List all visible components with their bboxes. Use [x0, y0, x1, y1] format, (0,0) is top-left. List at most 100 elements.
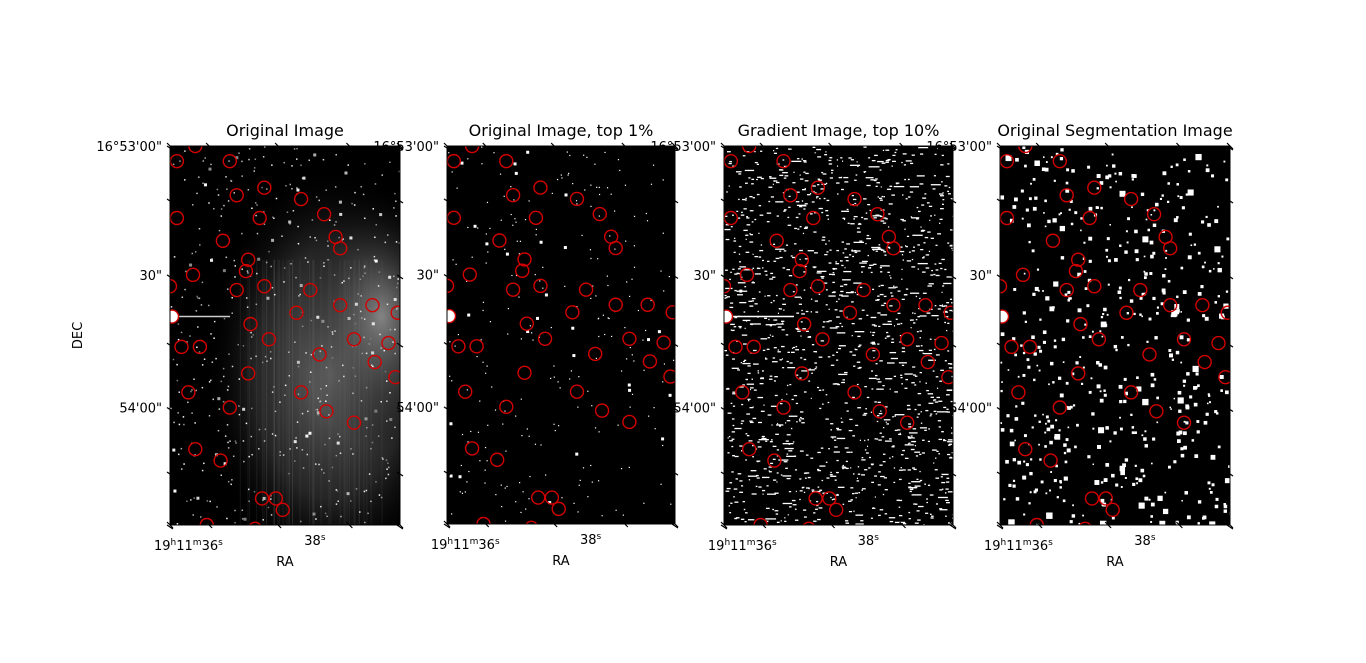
source-marker — [333, 241, 348, 256]
source-marker — [746, 339, 761, 355]
source-marker — [767, 453, 782, 468]
source-marker — [1133, 282, 1148, 298]
source-marker — [872, 404, 887, 419]
source-marker — [1142, 347, 1157, 362]
source-marker — [492, 233, 507, 248]
source-marker — [1087, 279, 1102, 294]
source-marker — [1162, 241, 1178, 256]
source-marker — [808, 491, 823, 506]
source-marker — [847, 385, 862, 400]
source-marker — [769, 233, 784, 248]
source-marker — [622, 331, 637, 346]
source-marker — [185, 267, 201, 283]
source-marker — [533, 278, 548, 294]
source-marker — [810, 180, 826, 195]
source-marker — [229, 188, 244, 203]
y-tick-label: 16°53'00" — [926, 140, 992, 155]
source-marker — [665, 305, 675, 320]
source-marker — [1218, 369, 1230, 385]
panel-frame — [446, 145, 676, 525]
source-marker — [792, 263, 807, 279]
source-marker — [783, 188, 798, 203]
panel-title: Original Image — [226, 121, 344, 140]
source-marker — [489, 452, 505, 467]
source-marker — [608, 297, 623, 312]
source-marker — [1073, 316, 1088, 332]
source-marker — [390, 305, 400, 320]
source-marker — [1078, 521, 1092, 525]
source-marker — [213, 453, 228, 468]
source-marker — [533, 180, 548, 195]
source-marker — [222, 153, 238, 169]
source-marker — [608, 240, 623, 256]
source-marker — [499, 153, 514, 169]
x-axis-label: RA — [552, 554, 570, 569]
y-tick-label: 16°53'00" — [96, 140, 162, 155]
image-background — [1000, 146, 1230, 525]
source-marker — [268, 491, 283, 506]
source-marker — [188, 146, 203, 154]
source-marker — [537, 331, 553, 346]
source-marker — [257, 279, 272, 294]
panel-1: Original Image 16°53'00" 30" 54'00" 19h11m36… — [71, 121, 404, 570]
source-marker — [1176, 332, 1192, 347]
source-marker — [886, 241, 901, 256]
source-marker — [640, 297, 655, 312]
y-tick-label: 54'00" — [673, 402, 716, 417]
source-marker — [1220, 305, 1230, 320]
x-tick-label: 38s — [858, 533, 880, 549]
image-background — [447, 146, 675, 524]
x-axis-label: RA — [1106, 555, 1124, 570]
source-marker — [316, 207, 332, 222]
source-marker — [569, 191, 585, 207]
source-marker — [544, 490, 560, 505]
source-marker — [810, 279, 826, 294]
x-axis-label: RA — [830, 555, 848, 570]
source-marker — [1162, 297, 1178, 313]
source-marker — [319, 404, 334, 419]
y-tick-label: 30" — [416, 269, 439, 284]
source-marker — [464, 146, 480, 154]
source-marker — [238, 263, 254, 279]
source-marker — [1082, 210, 1097, 226]
source-marker — [240, 366, 256, 381]
source-marker — [1022, 339, 1038, 355]
source-marker — [519, 316, 534, 331]
source-marker — [388, 369, 400, 385]
source-marker — [528, 210, 544, 226]
source-marker — [257, 180, 272, 195]
source-marker — [458, 384, 473, 399]
source-marker — [1011, 385, 1026, 400]
source-marker — [1068, 263, 1084, 279]
source-marker — [1211, 335, 1226, 351]
source-marker — [856, 282, 871, 298]
source-marker — [739, 267, 755, 283]
source-marker — [886, 297, 901, 313]
source-marker — [724, 279, 732, 294]
source-marker — [1004, 339, 1019, 355]
source-marker — [505, 282, 521, 297]
source-marker — [865, 347, 881, 362]
source-marker — [346, 332, 362, 347]
source-marker — [367, 354, 382, 370]
panel-2: Original Image, top 1% 16°53'00" 30" 54'00"… — [373, 121, 679, 569]
source-marker — [794, 252, 810, 267]
source-marker — [333, 297, 348, 313]
panel-frame — [169, 145, 401, 526]
source-marker — [243, 316, 258, 332]
source-marker — [293, 385, 309, 400]
panel-4: Original Segmentation Image 16°53'00" 30" 5… — [926, 121, 1234, 570]
source-marker — [222, 400, 238, 415]
source-marker — [794, 366, 810, 381]
source-marker — [941, 369, 953, 385]
source-marker — [1070, 366, 1086, 381]
panel-title: Original Image, top 1% — [469, 121, 654, 140]
source-marker — [1070, 252, 1086, 267]
source-marker — [594, 403, 610, 418]
panel-title: Original Segmentation Image — [997, 121, 1232, 140]
source-marker — [829, 502, 844, 518]
source-marker — [900, 415, 915, 430]
source-marker — [464, 441, 480, 456]
source-marker — [783, 282, 798, 298]
source-marker — [943, 305, 953, 320]
